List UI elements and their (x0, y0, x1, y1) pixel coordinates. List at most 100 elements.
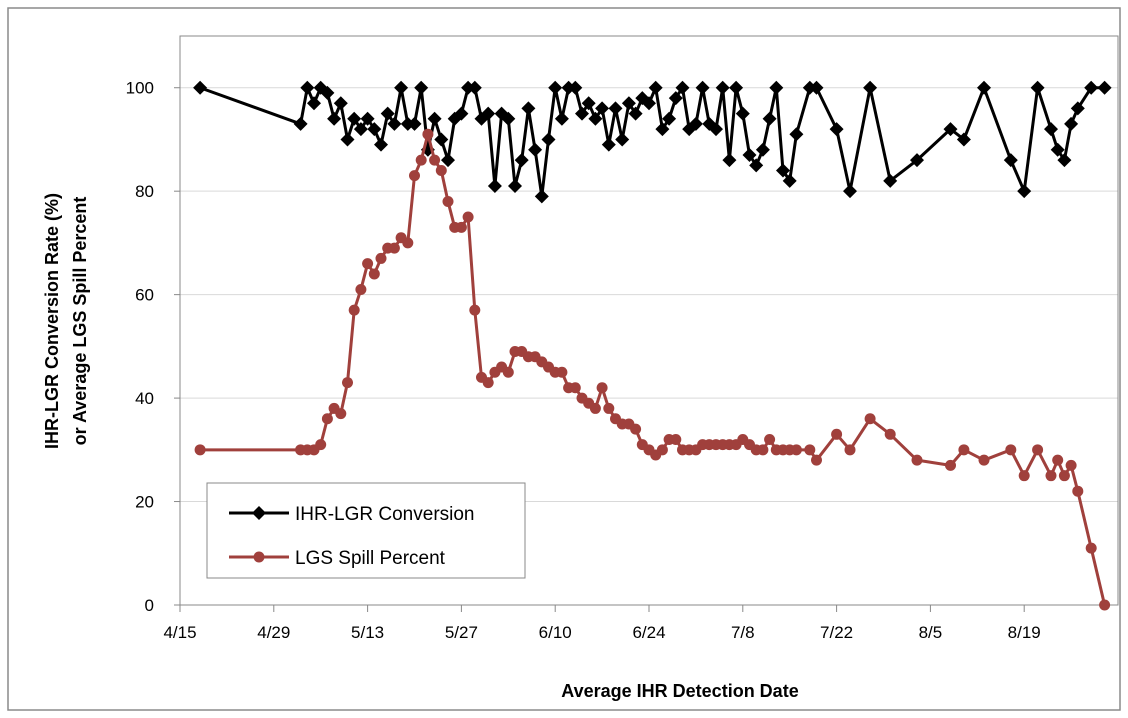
diamond-marker (534, 189, 549, 204)
circle-marker (804, 444, 816, 456)
diamond-marker (501, 111, 516, 126)
diamond-marker (407, 116, 422, 131)
circle-marker (556, 366, 568, 378)
diamond-marker (541, 132, 556, 147)
circle-marker (335, 408, 347, 420)
x-tick-label: 8/5 (919, 623, 943, 642)
diamond-marker (601, 137, 616, 152)
x-tick-label: 6/24 (632, 623, 665, 642)
x-tick-label: 6/10 (539, 623, 572, 642)
diamond-marker (668, 91, 683, 106)
diamond-marker (615, 132, 630, 147)
diamond-marker (782, 173, 797, 188)
diamond-marker (374, 137, 388, 152)
diamond-marker (943, 122, 958, 137)
diamond-marker (595, 101, 610, 116)
circle-marker (670, 433, 682, 445)
legend-label: LGS Spill Percent (295, 548, 446, 569)
diamond-marker (729, 80, 744, 95)
circle-marker (757, 444, 769, 456)
diamond-marker (648, 80, 663, 95)
diamond-marker (360, 111, 375, 126)
diamond-marker (662, 111, 677, 126)
circle-marker (1018, 470, 1030, 482)
circle-marker (362, 258, 374, 270)
diamond-marker (1003, 153, 1018, 168)
diamond-marker (252, 506, 266, 520)
diamond-marker (300, 80, 315, 95)
diamond-marker (353, 122, 368, 137)
diamond-marker (481, 106, 496, 121)
circle-marker (811, 454, 822, 466)
diamond-marker (715, 80, 730, 95)
y-tick-label: 60 (135, 286, 154, 305)
diamond-marker (863, 80, 878, 95)
diamond-marker (956, 132, 971, 147)
diamond-marker (722, 153, 737, 168)
diamond-marker (1064, 116, 1079, 131)
circle-marker (656, 444, 668, 456)
diamond-marker (776, 163, 790, 178)
diamond-marker (427, 111, 442, 126)
y-tick-label: 40 (135, 389, 154, 408)
circle-marker (355, 283, 367, 295)
chart-frame (7, 7, 1121, 711)
diamond-marker (387, 116, 402, 131)
circle-marker (469, 304, 481, 316)
circle-marker (831, 428, 843, 440)
circle-marker (462, 211, 474, 223)
circle-marker (1065, 459, 1077, 471)
diamond-marker (193, 80, 208, 95)
circle-marker (978, 454, 990, 466)
circle-marker (429, 154, 441, 166)
circle-marker (911, 454, 923, 466)
diamond-marker (642, 96, 656, 111)
diamond-marker (1044, 122, 1058, 137)
circle-marker (1052, 454, 1064, 466)
x-tick-label: 4/29 (257, 623, 290, 642)
circle-marker (455, 221, 467, 233)
circle-marker (315, 439, 327, 451)
circle-marker (864, 413, 876, 425)
diamond-marker (327, 111, 342, 126)
y-axis-title: IHR-LGR Conversion Rate (%) (42, 193, 62, 449)
diamond-marker (347, 111, 362, 126)
circle-marker (603, 402, 615, 414)
diamond-marker (454, 106, 469, 121)
diamond-marker (675, 80, 690, 95)
diamond-marker (575, 106, 589, 121)
circle-marker (569, 382, 581, 394)
diamond-marker (883, 173, 898, 188)
diamond-marker (521, 101, 536, 116)
diamond-marker (688, 116, 703, 131)
diamond-marker (434, 132, 449, 147)
diamond-marker (789, 127, 804, 142)
circle-marker (596, 382, 608, 394)
circle-marker (1085, 542, 1097, 554)
diamond-marker (588, 111, 603, 126)
diamond-marker (441, 153, 455, 168)
diamond-marker (628, 106, 643, 121)
diamond-marker (514, 153, 529, 168)
circle-marker (321, 413, 333, 425)
circle-marker (482, 377, 494, 389)
circle-marker (790, 444, 802, 456)
diamond-marker (467, 80, 482, 95)
diamond-marker (809, 80, 824, 95)
diamond-marker (320, 85, 335, 100)
diamond-marker (702, 116, 717, 131)
circle-marker (1099, 599, 1111, 611)
circle-marker (945, 459, 956, 471)
diamond-marker (394, 80, 409, 95)
diamond-marker (307, 96, 321, 111)
diamond-marker (1070, 101, 1085, 116)
circle-marker (589, 402, 601, 414)
diamond-marker (910, 153, 924, 168)
circle-marker (502, 366, 514, 378)
diamond-marker (749, 158, 764, 173)
circle-marker (402, 237, 414, 249)
x-tick-label: 7/22 (820, 623, 853, 642)
circle-marker (630, 423, 642, 435)
circle-marker (1058, 470, 1070, 482)
